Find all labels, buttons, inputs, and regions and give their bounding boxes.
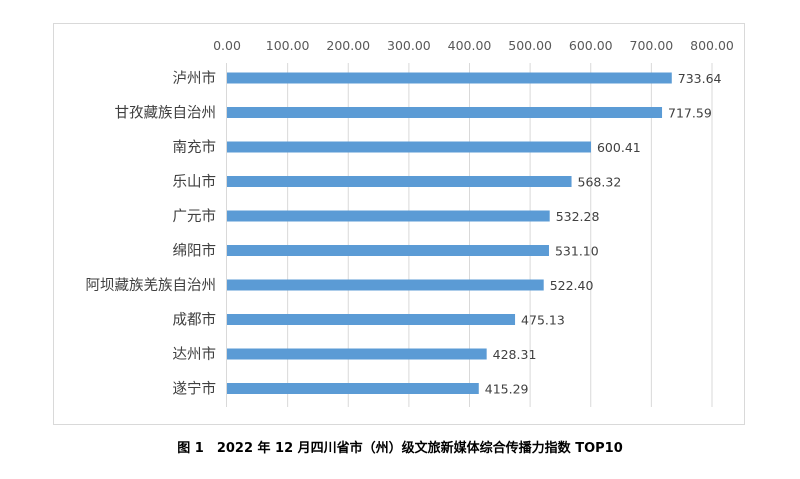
x-tick-label: 0.00 [213, 38, 241, 53]
data-label: 733.64 [678, 71, 722, 86]
bar [227, 72, 672, 84]
figure-caption: 图 1 2022 年 12 月四川省市（州）级文旅新媒体综合传播力指数 TOP1… [177, 441, 623, 456]
y-category-label: 绵阳市 [173, 243, 217, 260]
data-label: 531.10 [555, 244, 599, 259]
data-label: 522.40 [550, 278, 594, 293]
x-tick-label: 300.00 [387, 38, 431, 53]
bar [227, 176, 572, 187]
y-category-label: 阿坝藏族羌族自治州 [86, 277, 217, 294]
y-category-label: 遂宁市 [173, 381, 217, 398]
x-tick-label: 200.00 [326, 38, 370, 53]
y-category-label: 南充市 [173, 139, 217, 156]
data-label: 532.28 [556, 209, 600, 224]
chart-area [53, 23, 745, 425]
bar [227, 314, 516, 325]
data-label: 415.29 [485, 382, 529, 397]
x-tick-label: 800.00 [690, 38, 734, 53]
y-category-label: 泸州市 [173, 70, 217, 87]
y-category-label: 成都市 [173, 312, 217, 329]
x-tick-label: 600.00 [569, 38, 613, 53]
x-tick-label: 400.00 [448, 38, 492, 53]
bar [227, 348, 487, 360]
y-category-label: 达州市 [173, 346, 217, 363]
data-label: 428.31 [493, 347, 537, 362]
y-category-label: 广元市 [173, 208, 217, 225]
data-label: 600.41 [597, 140, 641, 155]
x-tick-label: 100.00 [266, 38, 310, 53]
data-label: 475.13 [521, 313, 565, 328]
x-tick-label: 500.00 [508, 38, 552, 53]
bar [227, 279, 544, 291]
y-category-label: 乐山市 [173, 174, 217, 191]
bar [227, 245, 549, 256]
y-category-label: 甘孜藏族自治州 [115, 105, 217, 122]
data-label: 568.32 [578, 175, 622, 190]
x-tick-label: 700.00 [630, 38, 674, 53]
bar [227, 210, 550, 222]
data-label: 717.59 [668, 106, 712, 121]
bar [227, 141, 591, 153]
bar [227, 383, 479, 394]
bar [227, 107, 663, 118]
